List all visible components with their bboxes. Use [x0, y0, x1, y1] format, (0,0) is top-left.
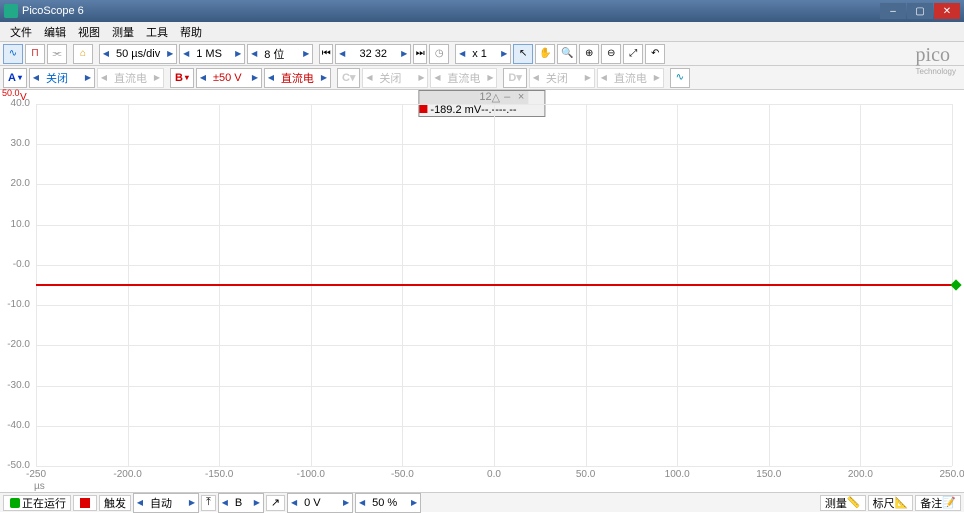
trace-channel-b [36, 284, 952, 286]
channel-d-label[interactable]: D▾ [503, 68, 526, 88]
trigger-label: 触发 [99, 495, 131, 511]
channel-b-coupling-value: 直流电 [277, 70, 318, 86]
cursor-val-3: --.-- [499, 104, 517, 116]
buf-first-icon[interactable]: ⏮ [319, 44, 333, 64]
channel-c-coupling[interactable]: ◀直流电▶ [430, 68, 497, 88]
x-tick-label: 200.0 [848, 469, 873, 480]
buf-history-icon[interactable]: ◷ [429, 44, 449, 64]
pointer-tool-icon[interactable]: ↖ [513, 44, 533, 64]
toolbar-1: ∿ Π ⫘ ⌂ ◀50 µs/div▶ ◀1 MS▶ ◀8 位▶ ⏮ ◀32 3… [0, 42, 964, 66]
timebase-selector[interactable]: ◀50 µs/div▶ [99, 44, 177, 64]
run-status[interactable]: 正在运行 [3, 495, 71, 511]
menu-measure[interactable]: 测量 [106, 22, 140, 42]
scope-mode-icon[interactable]: ∿ [3, 44, 23, 64]
app-icon [4, 4, 18, 18]
y-tick-label: -10.0 [2, 299, 30, 310]
cursor-val-1: -189.2 mV [430, 104, 481, 116]
x-tick-label: -150.0 [205, 469, 233, 480]
stop-button[interactable] [73, 495, 97, 511]
channel-a-label[interactable]: A▾ [3, 68, 27, 88]
notes-button[interactable]: 备注 📝 [915, 495, 961, 511]
zoom-box-icon[interactable]: 🔍 [557, 44, 577, 64]
x-tick-label: -200.0 [113, 469, 141, 480]
undo-zoom-icon[interactable]: ↶ [645, 44, 665, 64]
x-axis-unit: µs [34, 481, 45, 492]
channel-d-coupling[interactable]: ◀直流电▶ [597, 68, 664, 88]
home-icon[interactable]: ⌂ [73, 44, 93, 64]
stop-icon [80, 498, 90, 508]
y-tick-label: 10.0 [2, 219, 30, 230]
menu-help[interactable]: 帮助 [174, 22, 208, 42]
zoom-selector[interactable]: ◀x 1▶ [455, 44, 511, 64]
channel-c-range[interactable]: ◀关闭▶ [362, 68, 428, 88]
menubar: 文件 编辑 视图 测量 工具 帮助 [0, 22, 964, 42]
y-tick-label: -0.0 [2, 259, 30, 270]
menu-view[interactable]: 视图 [72, 22, 106, 42]
channel-b-label[interactable]: B▾ [170, 68, 194, 88]
titlebar: PicoScope 6 – ▢ ✕ [0, 0, 964, 22]
y-tick-label: -30.0 [2, 380, 30, 391]
trigger-position[interactable]: ◀50 %▶ [355, 493, 421, 513]
channel-b-range[interactable]: ◀±50 V▶ [196, 68, 262, 88]
trigger-channel[interactable]: ◀B▶ [218, 493, 264, 513]
ruler-button[interactable]: 标尺 📐 [868, 495, 914, 511]
zoom-fit-icon[interactable]: ⤢ [623, 44, 643, 64]
maximize-button[interactable]: ▢ [907, 3, 933, 19]
y-tick-label: 30.0 [2, 138, 30, 149]
persist-mode-icon[interactable]: Π [25, 44, 45, 64]
channel-a-coupling-value: 直流电 [110, 70, 151, 86]
y-scale-top: 50.0 [2, 88, 20, 98]
bits-selector[interactable]: ◀8 位▶ [247, 44, 313, 64]
channel-c-label[interactable]: C▾ [337, 68, 360, 88]
pico-logo: picoTechnology [916, 44, 956, 76]
buf-last-icon[interactable]: ⏭ [413, 44, 427, 64]
trigger-mode[interactable]: ◀自动▶ [133, 493, 199, 513]
trigger-level[interactable]: ◀0 V▶ [287, 493, 353, 513]
x-tick-label: 0.0 [487, 469, 501, 480]
zoom-in-icon[interactable]: ⊕ [579, 44, 599, 64]
x-tick-label: 50.0 [576, 469, 595, 480]
samples-value: 1 MS [192, 48, 232, 60]
y-tick-label: -20.0 [2, 339, 30, 350]
run-led-icon [10, 498, 20, 508]
channel-a-range[interactable]: ◀关闭▶ [29, 68, 95, 88]
samples-selector[interactable]: ◀1 MS▶ [179, 44, 245, 64]
scope-chart: 50.0 V 12△–× -189.2 mV--.----.-- 40.030.… [0, 90, 964, 492]
menu-tools[interactable]: 工具 [140, 22, 174, 42]
cursor-val-2: --.-- [481, 104, 499, 116]
channel-b-coupling[interactable]: ◀直流电▶ [264, 68, 331, 88]
timebase-value: 50 µs/div [112, 48, 164, 60]
x-tick-label: 100.0 [665, 469, 690, 480]
x-tick-label: 250.0 [939, 469, 964, 480]
x-tick-label: -50.0 [391, 469, 414, 480]
zoom-out-icon[interactable]: ⊖ [601, 44, 621, 64]
measure-button[interactable]: 测量 📏 [820, 495, 866, 511]
y-tick-label: -40.0 [2, 420, 30, 431]
x-tick-label: -100.0 [297, 469, 325, 480]
channel-a-range-value: 关闭 [42, 70, 82, 86]
channel-a-coupling[interactable]: ◀直流电▶ [97, 68, 164, 88]
trigger-edge-icon[interactable]: ⤒ [201, 495, 216, 511]
window-title: PicoScope 6 [22, 5, 879, 17]
y-tick-label: 40.0 [2, 98, 30, 109]
close-button[interactable]: ✕ [934, 3, 960, 19]
zoom-value: x 1 [468, 48, 498, 60]
trigger-slope-icon[interactable]: ↗ [266, 495, 285, 511]
statusbar: 正在运行 触发 ◀自动▶ ⤒ ◀B▶ ↗ ◀0 V▶ ◀50 %▶ 测量 📏 标… [0, 492, 964, 512]
spectrum-mode-icon[interactable]: ⫘ [47, 44, 67, 64]
channel-b-range-value: ±50 V [209, 72, 249, 84]
pan-tool-icon[interactable]: ✋ [535, 44, 555, 64]
minimize-button[interactable]: – [880, 3, 906, 19]
menu-edit[interactable]: 编辑 [38, 22, 72, 42]
x-tick-label: 150.0 [756, 469, 781, 480]
buffer-value: 32 32 [348, 48, 398, 60]
channel-d-range[interactable]: ◀关闭▶ [529, 68, 595, 88]
buffer-selector[interactable]: ◀32 32▶ [335, 44, 411, 64]
x-tick-label: -250 [26, 469, 46, 480]
bits-value: 8 位 [260, 46, 300, 62]
y-tick-label: 20.0 [2, 178, 30, 189]
siggen-icon[interactable]: ∿ [670, 68, 690, 88]
toolbar-2: A▾ ◀关闭▶ ◀直流电▶ B▾ ◀±50 V▶ ◀直流电▶ C▾ ◀关闭▶ ◀… [0, 66, 964, 90]
menu-file[interactable]: 文件 [4, 22, 38, 42]
